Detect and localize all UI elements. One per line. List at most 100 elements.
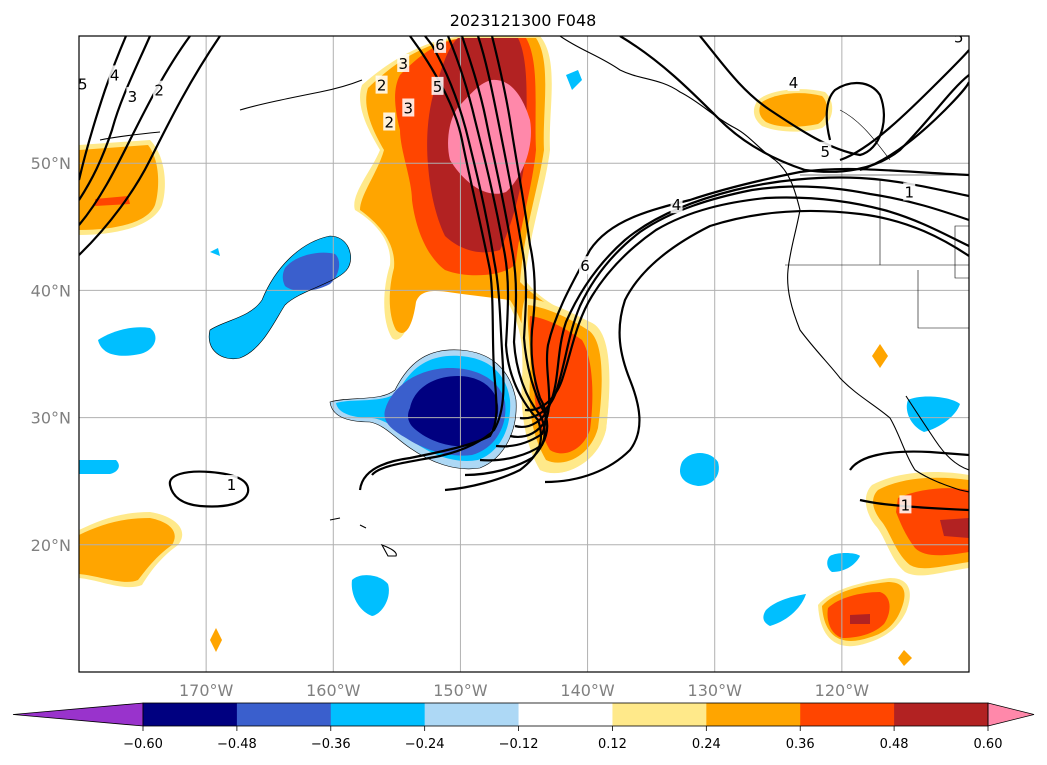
colorbar-segment: [800, 703, 895, 726]
colorbar-extend-min: [12, 702, 144, 727]
shade-neg024-hawaii: [351, 575, 389, 616]
lon-tick-label: 120°W: [815, 681, 870, 700]
contour-label-bg: [819, 141, 832, 160]
shade-neg048-low: [408, 376, 499, 447]
shade-048-west: [95, 196, 130, 206]
contour-label-bg: [787, 73, 800, 92]
contour-label-bg: [899, 495, 912, 514]
lon-tick-label: 140°W: [560, 681, 615, 700]
contour-label: 4: [672, 196, 682, 214]
contour-line-3: [444, 36, 543, 492]
contour-line-12: [619, 36, 969, 173]
shade-neg024-edge: [79, 460, 119, 474]
lat-tick-label: 20°N: [31, 536, 71, 555]
contour-line-15: [859, 81, 969, 172]
contour-label-bg: [108, 65, 121, 84]
colorbar-tick-label: −0.12: [499, 737, 539, 752]
contour-line-14: [839, 49, 969, 162]
contour-label: 4: [110, 66, 120, 84]
contour-label-bg: [670, 195, 683, 214]
shade-036-small2: [898, 650, 912, 666]
contour-label-bg: [225, 475, 238, 494]
contour-line-17: [79, 36, 191, 226]
colorbar-segment: [706, 703, 801, 726]
contour-line-16: [79, 36, 221, 256]
contour-line-13: [699, 36, 885, 157]
contour-label-bg: [79, 74, 89, 93]
lat-tick-label: 50°N: [31, 154, 71, 173]
lon-tick-label: 160°W: [306, 681, 361, 700]
contour-label: 5: [954, 28, 964, 46]
contour-line-1: [358, 36, 498, 491]
longitude-tick-labels: 170°W 160°W 150°W 140°W 130°W 120°W: [179, 681, 869, 700]
contour-label: 4: [789, 74, 799, 92]
baja-coast: [905, 395, 969, 471]
contour-label: 2: [384, 113, 394, 131]
west-islands: [99, 131, 161, 141]
lat-tick-label: 30°N: [31, 409, 71, 428]
coastlines: [99, 36, 969, 557]
colorbar: −0.60 −0.48 −0.36 −0.24 −0.12 0.12 0.24 0.36 0.4…: [12, 702, 1035, 752]
contour-line-4: [460, 36, 546, 477]
height-contours: [79, 36, 969, 512]
colorbar-tick-label: 0.36: [786, 737, 815, 752]
colorbar-frame: [142, 702, 989, 727]
shade-neg024-west: [98, 327, 156, 356]
aleutian-islands: [239, 79, 363, 111]
shade-060-ese: [850, 614, 870, 624]
contour-line-10: [524, 196, 969, 412]
contour-line-9: [519, 185, 969, 420]
lon-tick-label: 170°W: [179, 681, 234, 700]
map-frame: [78, 35, 970, 673]
colorbar-tick-label: 0.12: [598, 737, 627, 752]
contour-label: 5: [433, 78, 443, 96]
contour-label: 5: [78, 75, 88, 93]
contour-label-bg: [375, 75, 388, 94]
colorbar-tick-label: −0.48: [217, 737, 257, 752]
contour-label: 2: [377, 77, 387, 95]
contour-line-18: [79, 36, 152, 201]
contour-label: 5: [821, 143, 831, 161]
contour-label: 3: [404, 100, 414, 118]
contour-label-bg: [579, 256, 592, 275]
contour-label-bg: [402, 98, 415, 117]
contour-label-bg: [383, 112, 396, 131]
contour-line-6: [490, 36, 547, 448]
shade-neg024-tiny: [210, 248, 220, 256]
contour-label: 6: [435, 36, 445, 54]
contour-label: 6: [580, 257, 590, 275]
contour-line-2: [371, 36, 505, 476]
contour-label: 2: [154, 82, 164, 100]
shade-036-sw: [79, 518, 175, 582]
contour-line-11: [544, 209, 969, 484]
colorbar-segment: [894, 703, 989, 726]
lon-tick-label: 150°W: [433, 681, 488, 700]
colorbar-tick-label: 0.24: [692, 737, 721, 752]
contour-line-19: [79, 36, 128, 181]
contour-label: 1: [901, 496, 911, 514]
colorbar-extend-max: [987, 702, 1035, 727]
contour-label-bg: [126, 87, 139, 106]
contour-label-bg: [434, 36, 447, 53]
shade-neg024-coast: [906, 396, 960, 432]
shade-060-mex: [940, 518, 969, 538]
colorbar-segment: [424, 703, 520, 726]
colorbar-tick-label: −0.60: [123, 737, 163, 752]
contour-label-bg: [153, 80, 166, 99]
contour-line-5: [476, 36, 549, 462]
colorbar-segment: [143, 703, 238, 726]
colorbar-segment: [236, 703, 332, 726]
hawaii-islands: [329, 517, 397, 557]
colorbar-segment: [518, 703, 613, 726]
political-borders: [785, 109, 969, 329]
outline-low: [329, 349, 517, 470]
shade-neg024-ak: [566, 70, 582, 90]
lat-tick-label: 40°N: [31, 281, 71, 300]
contour-label-bg: [903, 182, 916, 201]
colorbar-tick-label: 0.48: [880, 737, 909, 752]
shade-neg036-band: [282, 252, 340, 292]
outline-neg-band: [208, 235, 351, 360]
contour-label-bg: [431, 76, 444, 95]
colorbar-segment: [612, 703, 707, 726]
